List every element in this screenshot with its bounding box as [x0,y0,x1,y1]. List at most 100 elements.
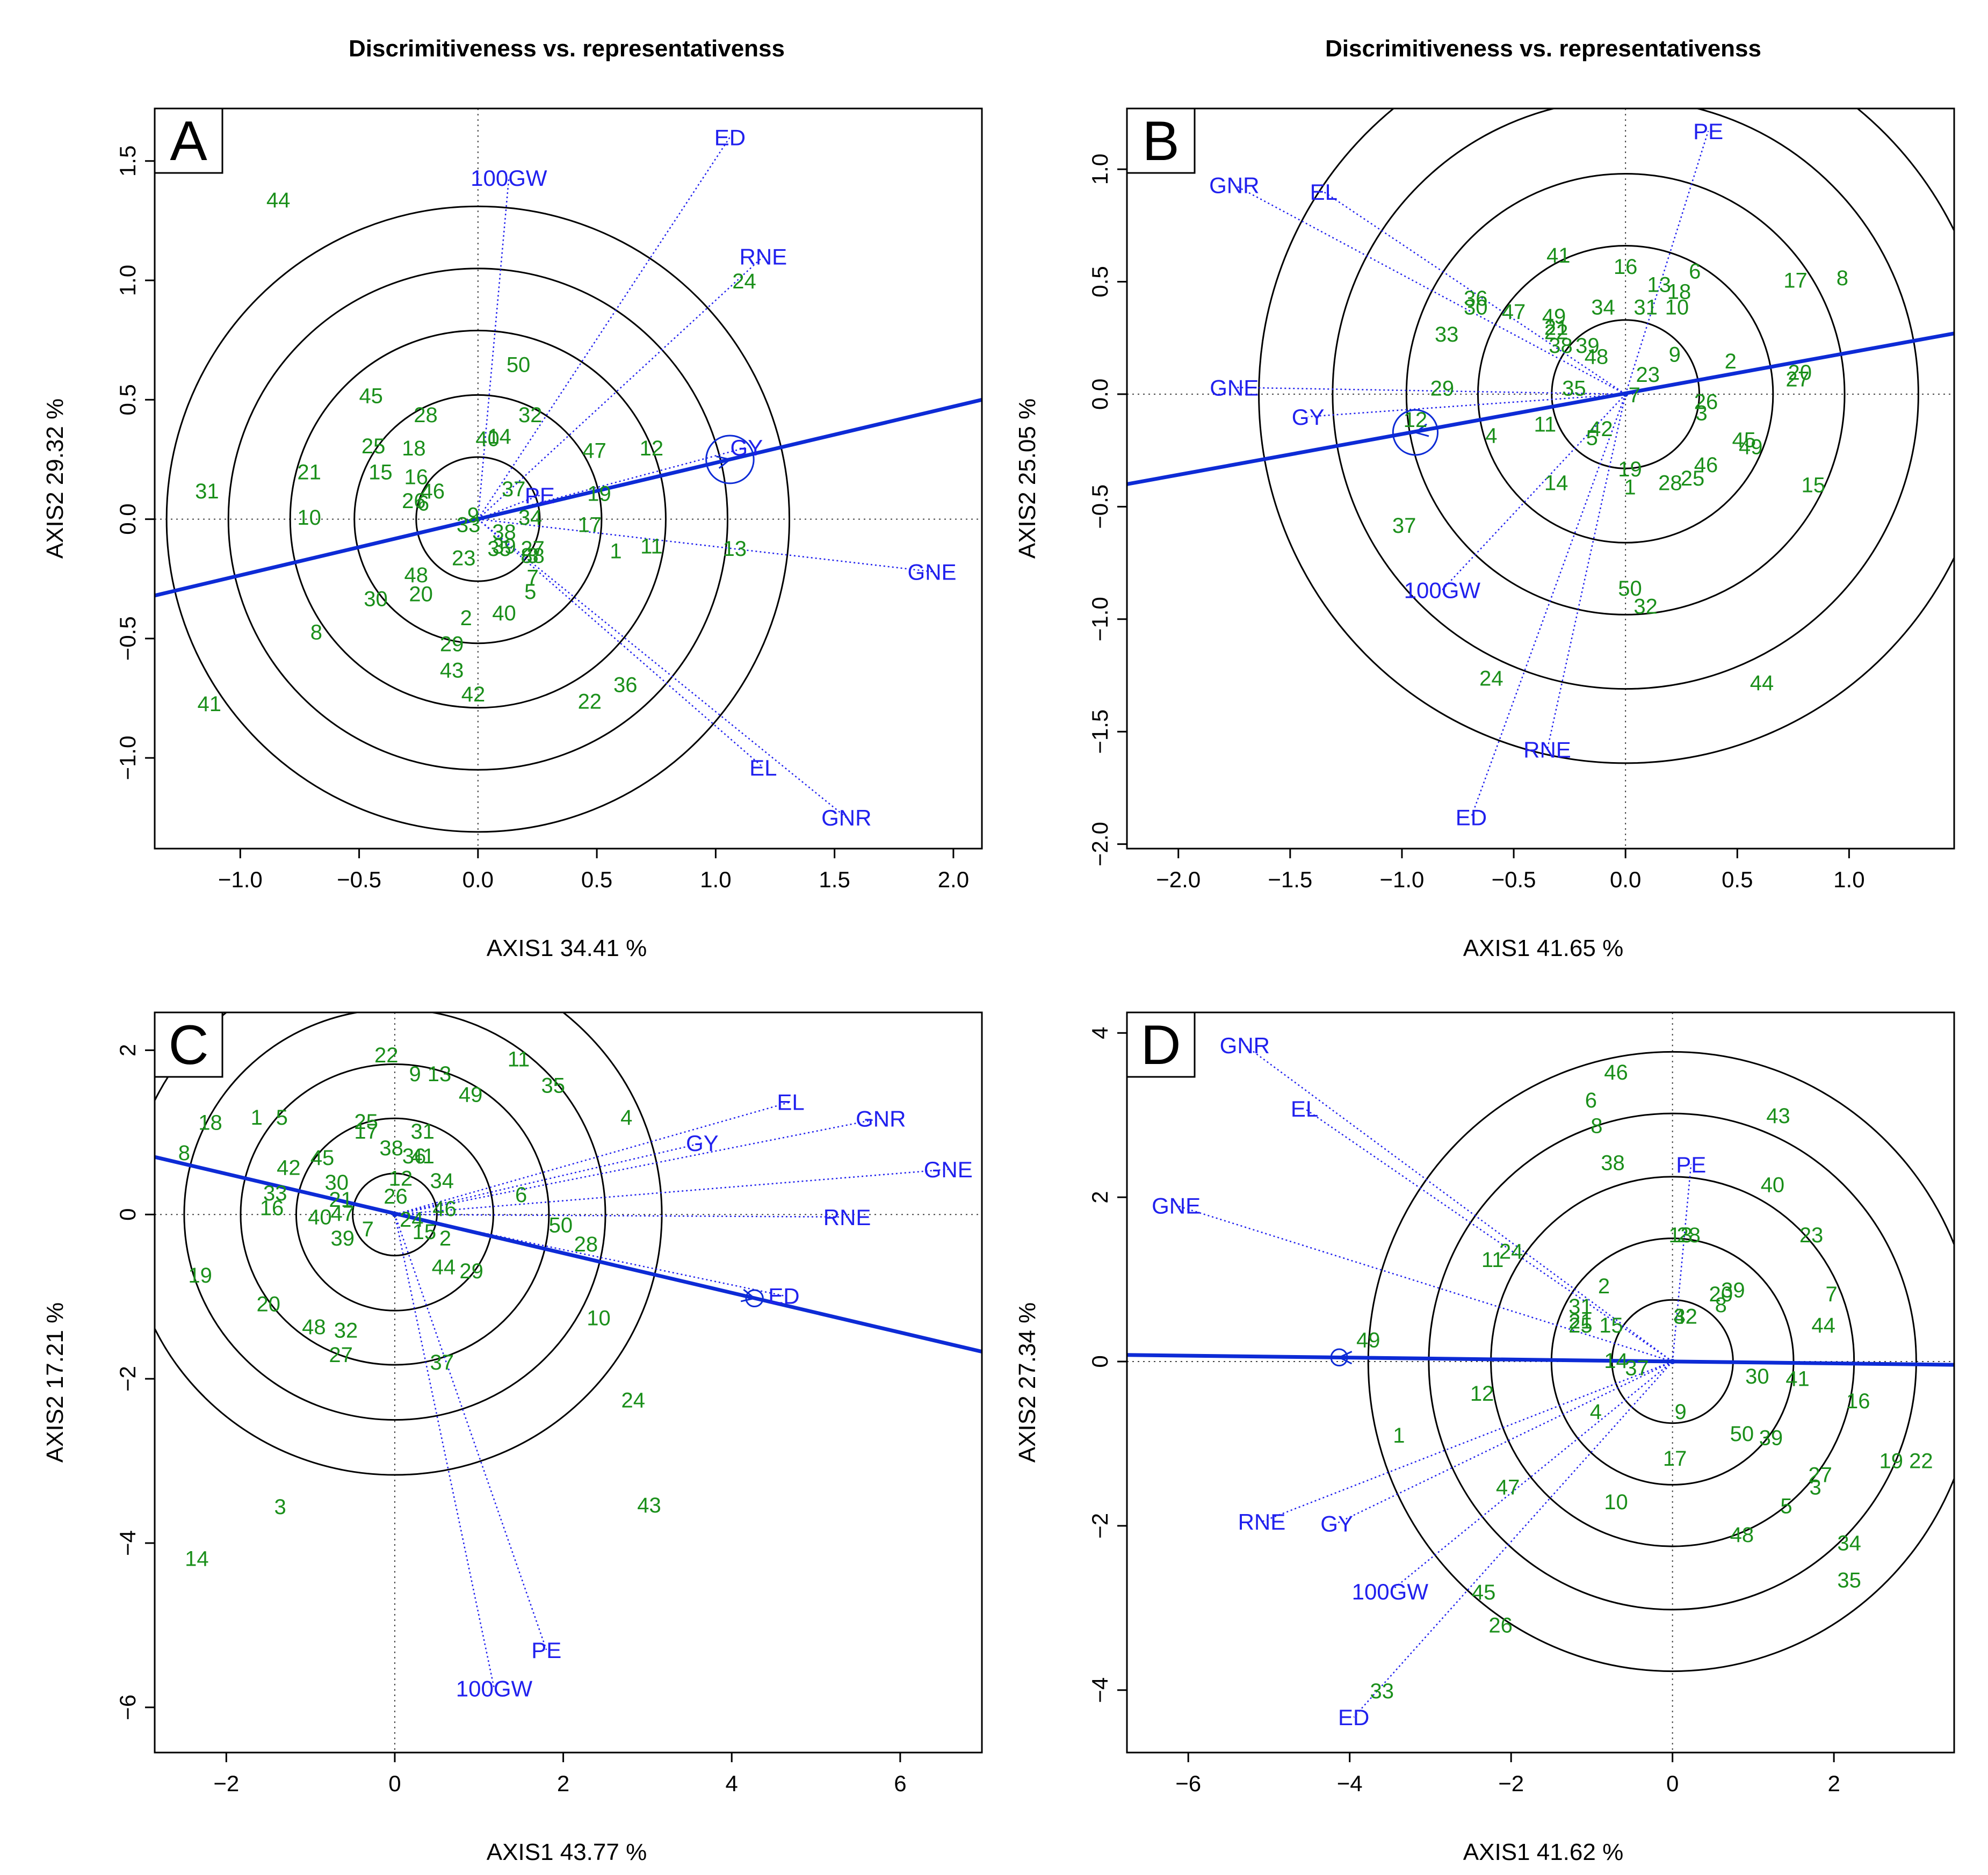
genotype-label: 33 [1370,1679,1394,1703]
average-environment-arrowhead [716,455,732,469]
genotype-label: 12 [1470,1382,1494,1406]
concentric-circle [1551,319,1701,469]
y-tick-label: 4 [1087,1027,1112,1039]
variable-vector [1441,394,1626,591]
genotype-label: 20 [409,582,433,606]
genotype-label: 41 [1785,1367,1810,1391]
y-tick-label: −1.0 [115,736,140,780]
variable-label: 100GW [1352,1579,1429,1604]
variable-label: ED [1338,1705,1369,1730]
variable-label: GNE [908,559,957,584]
genotype-label: 32 [518,403,543,427]
variable-vector [1546,394,1626,750]
genotype-label: 35 [487,537,511,561]
genotype-label: 2 [1598,1275,1610,1298]
variable-vector [1624,131,1709,395]
average-environment-arrow [1339,1356,1673,1363]
concentric-circle [183,1012,606,1421]
concentric-circle [1428,1112,1917,1611]
genotype-label: 7 [362,1218,374,1241]
genotype-label: 12 [1404,408,1428,432]
genotype-label: 43 [1766,1104,1790,1128]
genotype-label: 22 [1544,321,1568,344]
variable-vector [1672,1164,1692,1362]
genotype-label: 11 [640,534,663,558]
variable-label: RNE [1238,1509,1286,1534]
genotype-label: 5 [1586,426,1598,450]
x-tick-label: −6 [1175,1771,1201,1796]
genotype-label: 45 [310,1146,335,1170]
genotype-label: 35 [1837,1568,1861,1592]
genotype-label: 12 [640,437,664,460]
y-tick-label: −6 [115,1695,140,1720]
genotype-label: 48 [302,1315,326,1339]
concentric-circle [165,205,791,833]
genotype-label: 6 [1585,1089,1597,1112]
genotype-label: 26 [402,489,426,513]
genotype-label: 37 [430,1351,454,1374]
variable-label: ED [1456,805,1487,830]
concentric-circle [1490,1176,1855,1547]
y-tick-label: 0.0 [115,503,140,534]
genotype-label: 42 [461,683,486,706]
variable-vector [394,1118,881,1215]
svg-text:D: D [1140,1014,1181,1076]
genotype-label: 88 [521,544,545,568]
genotype-label: 1 [1624,476,1636,499]
y-tick-label: 0.5 [1087,266,1112,297]
genotype-label: 42 [277,1156,301,1180]
variable-vector [478,518,847,819]
genotype-label: 31 [195,480,219,503]
y-tick-label: 1.0 [115,265,140,296]
genotype-label: 8 [1715,1293,1727,1317]
svg-text:B: B [1142,110,1179,172]
concentric-circle [352,1172,438,1257]
svg-text:C: C [168,1014,208,1076]
genotype-label: 4 [1485,424,1497,447]
genotype-label: 49 [1356,1329,1380,1352]
x-tick-label: 1.0 [700,867,731,892]
genotype-label: 39 [1721,1278,1745,1302]
variable-vector [1234,387,1626,395]
genotype-label: 7 [1629,383,1640,407]
panel-c-frame [154,1011,983,1754]
x-tick-label: −0.5 [1492,867,1536,892]
x-tick-label: 0.5 [1722,867,1753,892]
genotype-label: 2 [1725,350,1737,373]
x-tick-label: −1.0 [1379,867,1424,892]
genotype-label: 1 [610,539,621,563]
concentric-circle [1332,108,1919,690]
x-tick-label: −2 [1498,1771,1524,1796]
variable-vector [1390,1361,1673,1592]
genotype-label: 14 [1544,471,1568,495]
concentric-circle [415,456,541,582]
genotype-label: 38 [1601,1151,1625,1175]
variable-label: PE [1693,119,1723,144]
variable-vector [478,518,932,573]
genotype-label: 30 [1745,1365,1769,1388]
genotype-label: 39 [492,534,516,558]
genotype-label: 49 [1739,435,1763,459]
average-environment-arrowhead [1413,423,1429,437]
genotype-label: 38 [1549,334,1573,358]
genotype-label: 46 [1694,453,1718,477]
genotype-label: 22 [374,1044,399,1067]
average-environment-arrow [394,1213,755,1299]
variable-label: RNE [823,1205,871,1230]
genotype-label: 27 [521,537,545,561]
genotype-label: 48 [1585,345,1609,369]
genotype-label: 23 [1636,363,1660,387]
genotype-label: 46 [432,1197,457,1221]
variable-label: GY [731,435,763,460]
panel-b-y-axis-label: AXIS2 25.05 % [1014,399,1040,559]
panel-d-x-axis-label: AXIS1 41.62 % [1463,1839,1623,1865]
variable-label: GNR [1220,1033,1270,1058]
genotype-label: 27 [1808,1464,1832,1487]
variable-vector [477,256,764,520]
genotype-label: 37 [1392,514,1416,538]
genotype-label: 15 [413,1220,437,1244]
genotype-label: 21 [1568,1310,1593,1334]
x-tick-label: 4 [726,1771,738,1796]
genotype-label: 15 [368,461,393,484]
variable-vector [1336,1360,1673,1524]
